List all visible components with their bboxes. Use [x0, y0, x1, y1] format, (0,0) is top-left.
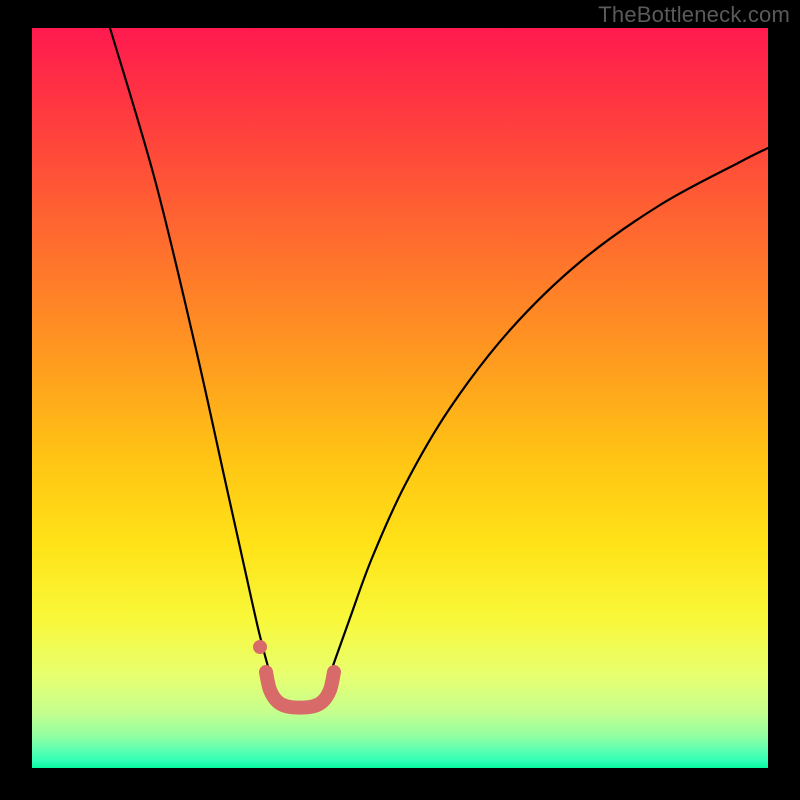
bottleneck-chart: [0, 0, 800, 800]
optimal-point-dot: [253, 640, 267, 654]
chart-container: TheBottleneck.com: [0, 0, 800, 800]
